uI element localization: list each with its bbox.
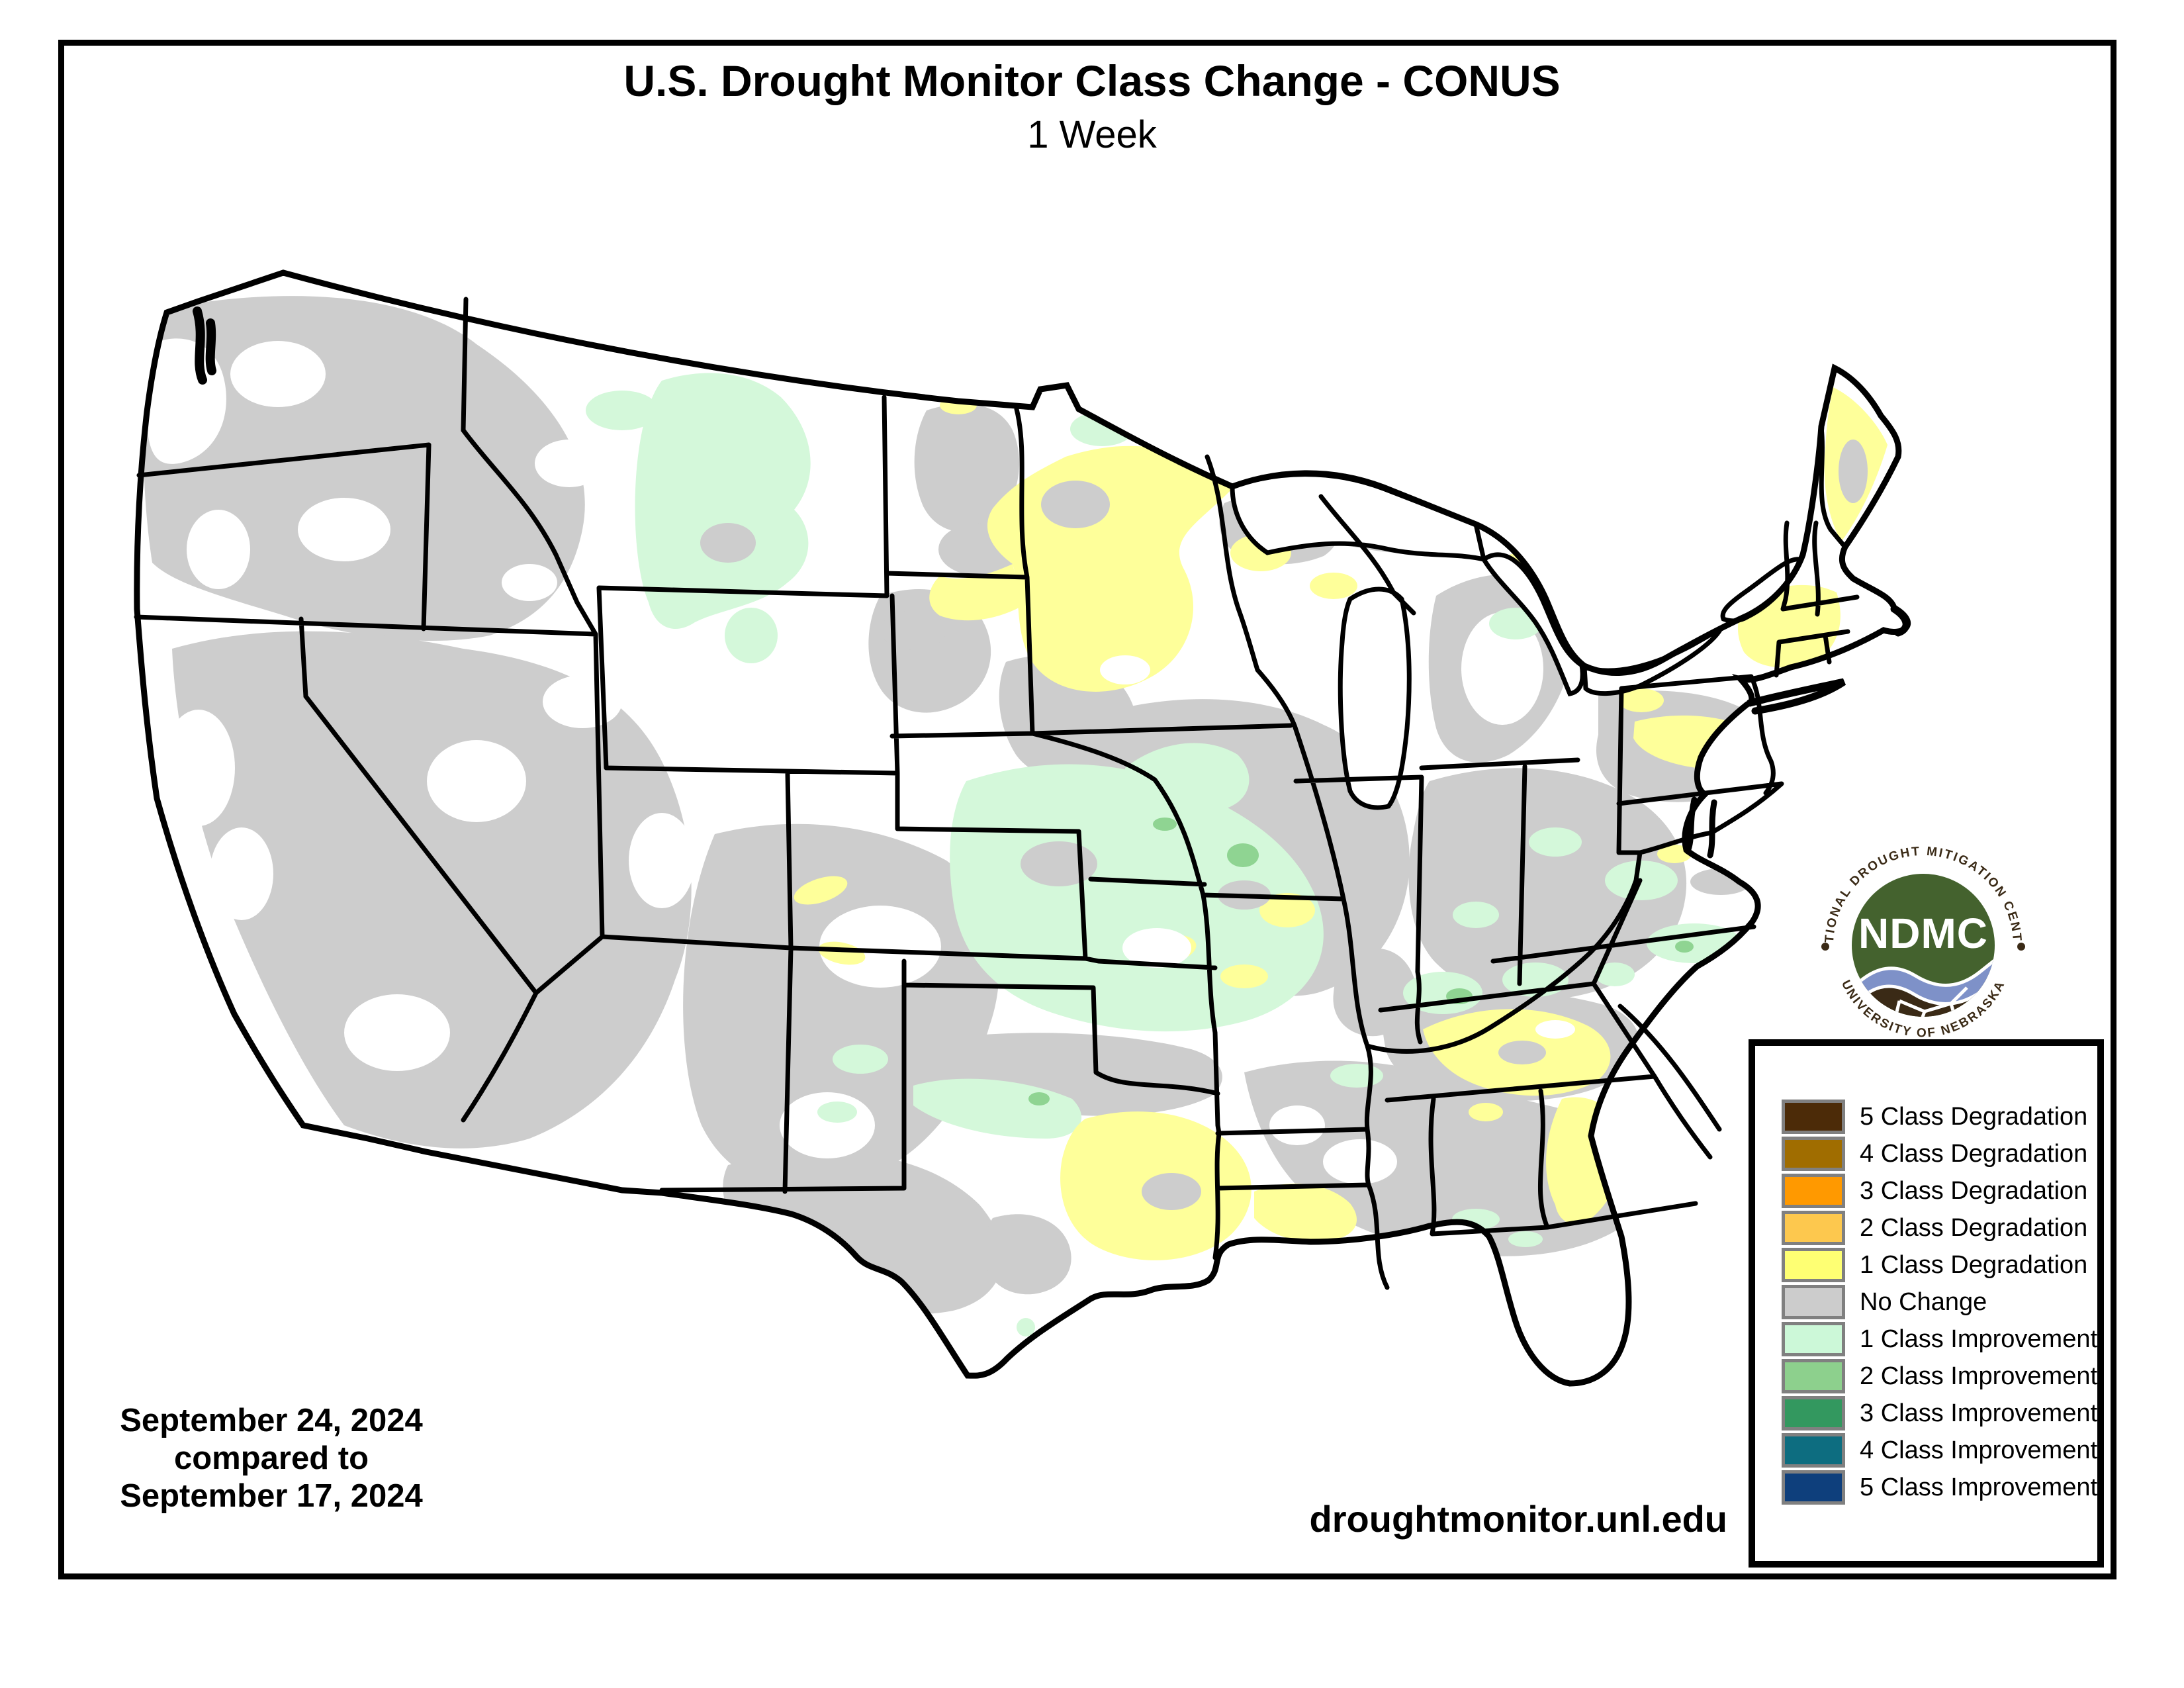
legend-item: 5 Class Degradation (1782, 1098, 2097, 1135)
legend-swatch (1782, 1322, 1845, 1356)
legend-swatch (1782, 1470, 1845, 1505)
lake-erie (1582, 622, 1727, 696)
legend-swatch (1782, 1433, 1845, 1468)
page-title: U.S. Drought Monitor Class Change - CONU… (623, 56, 1561, 105)
logo-left-dot (1821, 943, 1829, 951)
unchanged-white-areas (146, 338, 1543, 1184)
website-url: droughtmonitor.unl.edu (1309, 1498, 1727, 1540)
state-borders (134, 297, 1860, 1290)
legend-swatch (1782, 1248, 1845, 1282)
legend-item: No Change (1782, 1284, 2097, 1321)
legend-item: 1 Class Improvement (1782, 1321, 2097, 1358)
legend-swatch (1782, 1174, 1845, 1208)
legend-label: 2 Class Degradation (1860, 1213, 2088, 1242)
ndmc-logo: NDMC NATIONAL DROUGHT MITIGATION CENTER … (1811, 833, 2025, 1040)
white-swirls (1100, 655, 1575, 1039)
no-change-swirls (700, 440, 1868, 1210)
compared-to-label: compared to (173, 1440, 369, 1476)
legend-swatch (1782, 1396, 1845, 1430)
legend-item: 1 Class Degradation (1782, 1246, 2097, 1284)
long-island (1746, 678, 1846, 715)
legend-item: 2 Class Degradation (1782, 1209, 2097, 1246)
previous-date: September 17, 2024 (120, 1478, 423, 1514)
puget-sound (193, 306, 216, 385)
legend-label: 5 Class Improvement (1860, 1473, 2098, 1501)
comparison-dates: September 24, 2024 compared to September… (86, 1402, 457, 1515)
lake-huron (1480, 552, 1585, 696)
logo-acronym: NDMC (1858, 910, 1988, 957)
page-subtitle: 1 Week (1027, 113, 1157, 156)
lake-superior (1230, 472, 1487, 563)
logo-right-dot (2017, 943, 2025, 951)
legend-list: 5 Class Degradation 4 Class Degradation … (1755, 1098, 2097, 1506)
legend-label: 4 Class Degradation (1860, 1139, 2088, 1168)
legend-item: 4 Class Improvement (1782, 1432, 2097, 1469)
current-date: September 24, 2024 (120, 1403, 423, 1438)
legend-swatch (1782, 1359, 1845, 1393)
legend-label: No Change (1860, 1288, 1987, 1316)
legend-item: 5 Class Improvement (1782, 1469, 2097, 1506)
legend-label: 1 Class Degradation (1860, 1250, 2088, 1279)
legend-swatch (1782, 1137, 1845, 1171)
legend-swatch (1782, 1100, 1845, 1134)
legend-label: 1 Class Improvement (1860, 1325, 2098, 1353)
legend: 5 Class Degradation 4 Class Degradation … (1749, 1039, 2104, 1568)
logo-river (1852, 952, 1995, 1015)
legend-item: 3 Class Degradation (1782, 1172, 2097, 1209)
legend-label: 4 Class Improvement (1860, 1436, 2098, 1464)
legend-swatch (1782, 1211, 1845, 1245)
legend-swatch (1782, 1285, 1845, 1319)
legend-label: 3 Class Degradation (1860, 1176, 2088, 1205)
legend-item: 3 Class Improvement (1782, 1395, 2097, 1432)
legend-label: 2 Class Improvement (1860, 1362, 2098, 1390)
lake-michigan (1338, 586, 1412, 810)
legend-item: 4 Class Degradation (1782, 1135, 2097, 1172)
legend-item: 2 Class Improvement (1782, 1358, 2097, 1395)
legend-label: 3 Class Improvement (1860, 1399, 2098, 1427)
legend-label: 5 Class Degradation (1860, 1102, 2088, 1131)
great-lakes (1230, 472, 1803, 810)
